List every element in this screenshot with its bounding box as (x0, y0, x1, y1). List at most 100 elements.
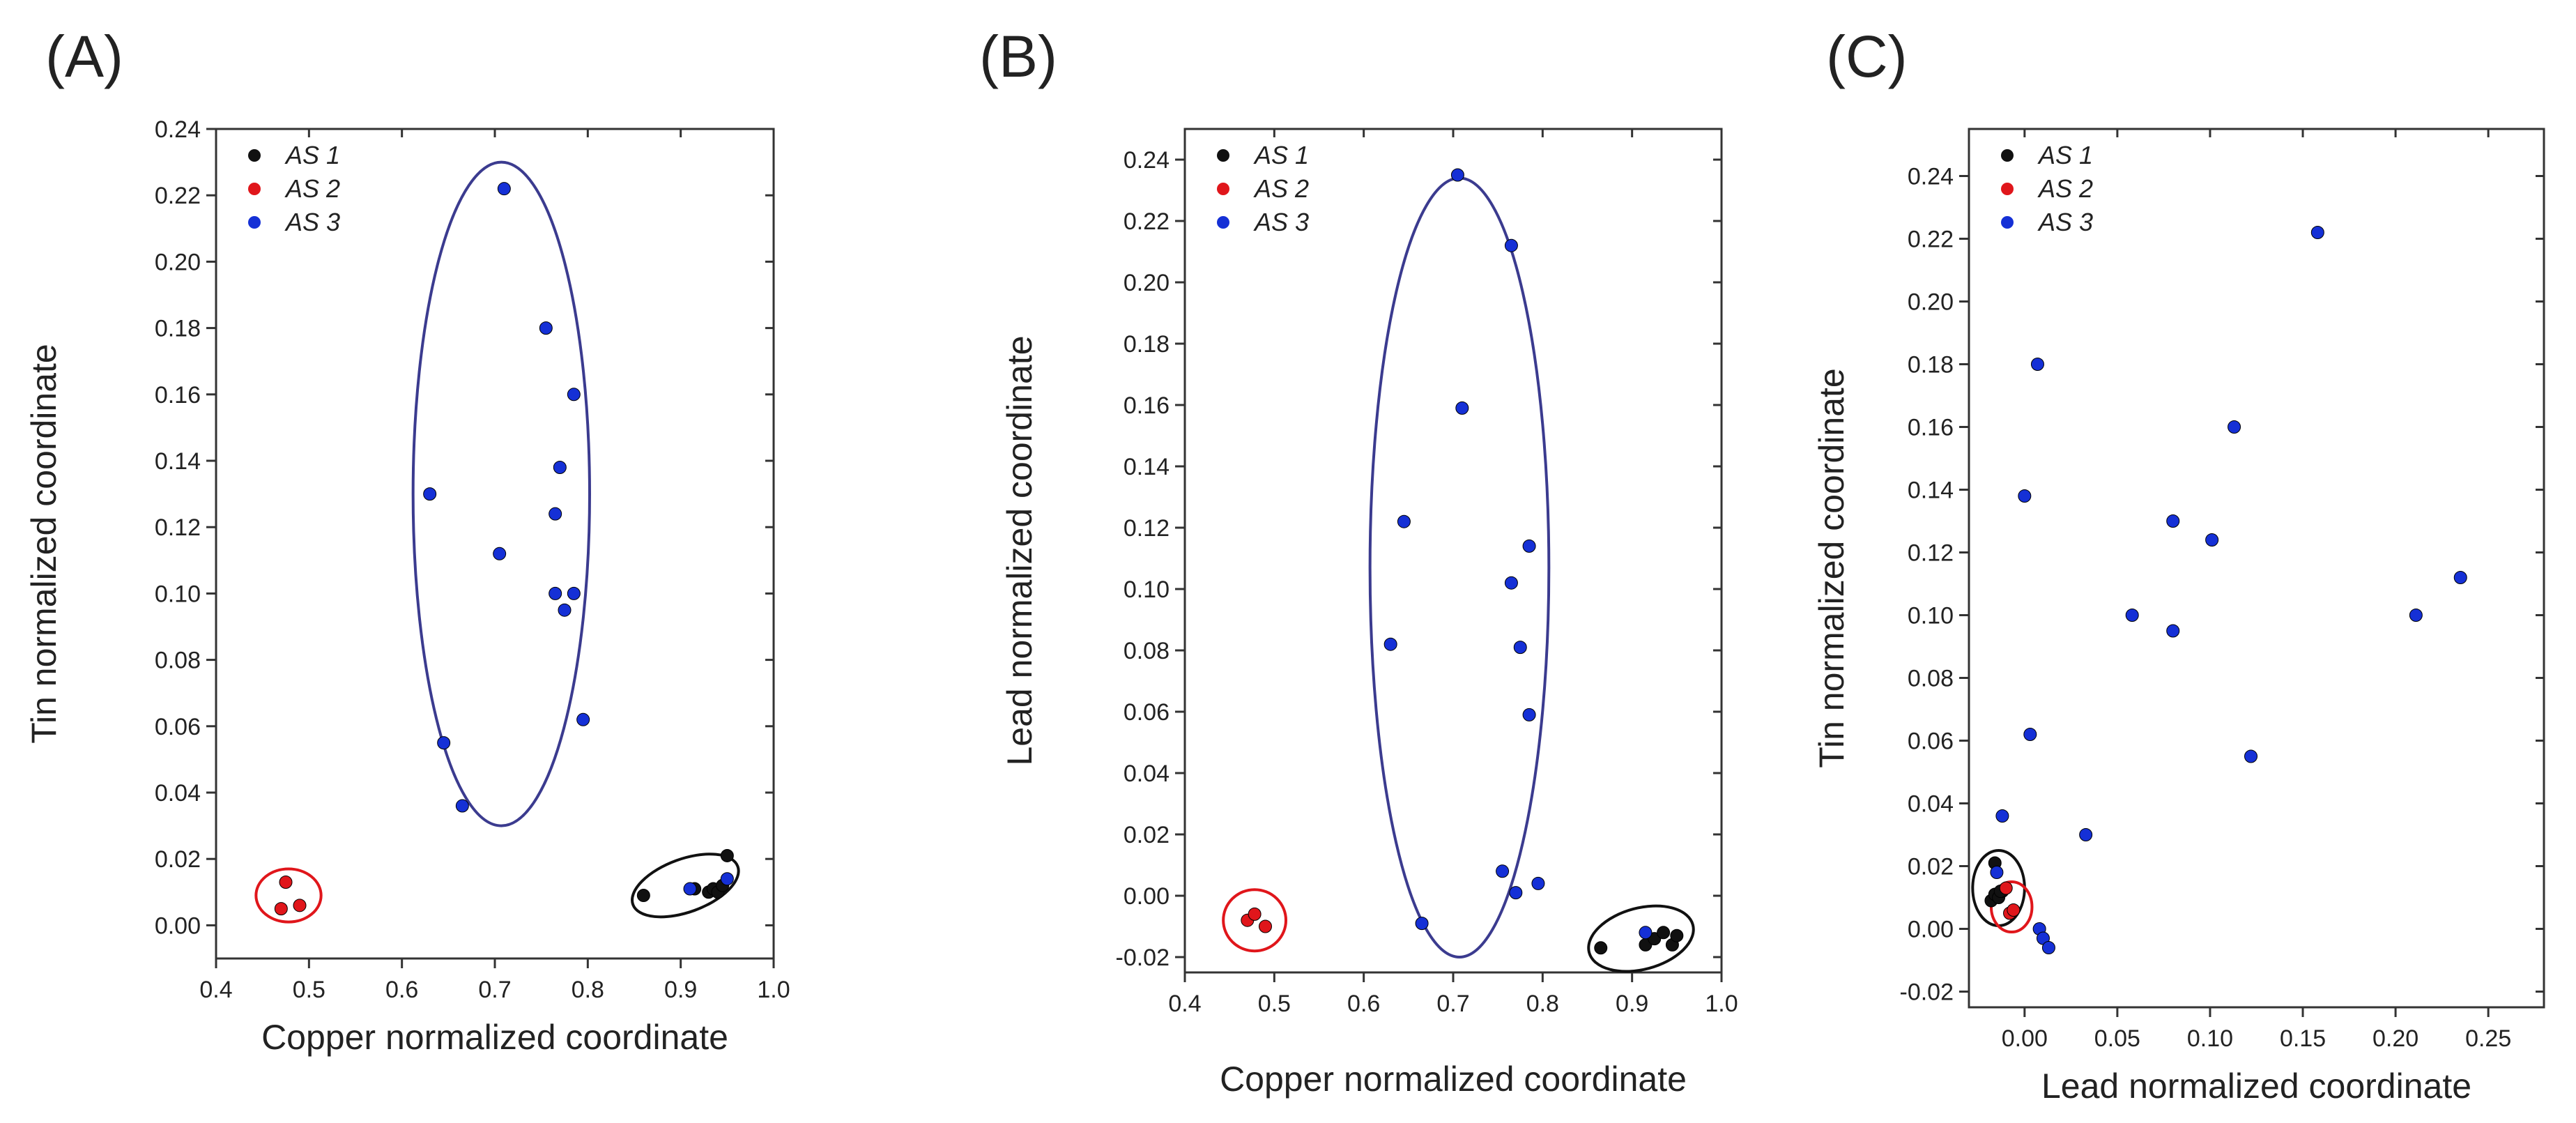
y-tick-label: 0.12 (155, 514, 201, 541)
y-axis-label: Tin normalized coordinate (24, 344, 63, 743)
data-point (549, 507, 562, 521)
x-tick-label: 0.6 (385, 977, 418, 1003)
series-as-1 (1594, 926, 1684, 955)
data-point (437, 736, 451, 750)
data-point (2409, 609, 2423, 622)
data-point (2007, 903, 2021, 917)
data-point (493, 547, 507, 560)
x-tick-label: 0.9 (664, 977, 697, 1003)
legend-marker (248, 183, 261, 195)
data-point (553, 461, 567, 475)
x-tick-label: 0.7 (478, 977, 511, 1003)
data-point (2228, 420, 2241, 434)
data-point (2453, 571, 2467, 584)
y-tick-label: 0.14 (155, 448, 201, 475)
y-tick-label: 0.06 (1908, 728, 1954, 755)
x-tick-label: 0.25 (2465, 1025, 2511, 1052)
legend: AS 1 AS 2 AS 3 (248, 141, 340, 236)
y-tick-label: 0.12 (1908, 540, 1954, 567)
data-point (567, 388, 581, 402)
legend-label: AS 3 (284, 208, 340, 236)
y-tick-label: 0.00 (155, 912, 201, 939)
y-tick-label: 0.16 (1124, 392, 1170, 419)
legend: AS 1 AS 2 AS 3 (2001, 141, 2093, 236)
data-point (1999, 881, 2013, 895)
series-as-3 (423, 182, 734, 896)
legend-marker (2001, 216, 2014, 229)
y-tick-label: 0.08 (1124, 638, 1170, 664)
legend-label: AS 2 (1253, 174, 1309, 203)
y-tick-label: 0.22 (1908, 227, 1954, 253)
cluster-ellipse (1368, 176, 1551, 958)
data-point (1496, 864, 1510, 878)
data-point (1670, 929, 1684, 942)
cluster-ellipse (1222, 888, 1288, 953)
y-tick-label: 0.00 (1908, 917, 1954, 943)
data-point (1513, 641, 1527, 655)
data-point (2310, 226, 2324, 239)
data-point (1531, 876, 1545, 890)
legend-label: AS 3 (1253, 208, 1309, 236)
plot-frame (1183, 128, 1723, 974)
y-tick-label: 0.04 (1908, 791, 1954, 818)
data-point (720, 872, 734, 886)
y-tick-label: 0.02 (155, 846, 201, 873)
y-tick-label: 0.14 (1124, 454, 1170, 480)
y-tick-label: 0.18 (1908, 352, 1954, 379)
y-tick-label: 0.20 (155, 249, 201, 275)
y-tick-label: 0.22 (1124, 208, 1170, 235)
y-tick-label: 0.08 (1908, 666, 1954, 692)
cluster-ellipse (1587, 904, 1695, 973)
x-axis-label: Lead normalized coordinate (2041, 1067, 2471, 1106)
y-tick-label: 0.24 (1908, 164, 1954, 190)
panel-3: (C) 0.00 0.05 0.10 0.15 0.20 0.25 -0.02 0.00 0.02… (1812, 24, 2545, 1106)
data-point (636, 889, 650, 903)
series-as-2 (1999, 881, 2021, 920)
y-tick-label: 0.04 (155, 780, 201, 807)
y-tick-label: 0.02 (1124, 822, 1170, 848)
x-tick-label: 0.05 (2094, 1025, 2140, 1052)
y-tick-label: 0.04 (1124, 761, 1170, 787)
x-axis-label: Copper normalized coordinate (261, 1018, 728, 1057)
legend-marker (2001, 149, 2014, 162)
x-tick-label: 0.9 (1616, 991, 1648, 1017)
y-axis-label: Lead normalized coordinate (1000, 335, 1039, 765)
data-point (293, 899, 307, 912)
y-tick-label: 0.18 (1124, 331, 1170, 358)
y-tick-label: 0.06 (155, 714, 201, 740)
plot-frame (1968, 128, 2545, 1009)
data-point (2018, 489, 2032, 503)
data-point (1522, 539, 1536, 553)
data-point (1657, 926, 1671, 940)
legend-marker (1217, 183, 1229, 195)
legend-marker (2001, 183, 2014, 195)
legend-label: AS 1 (1253, 141, 1309, 169)
x-tick-label: 0.6 (1347, 991, 1380, 1017)
legend: AS 1 AS 2 AS 3 (1217, 141, 1309, 236)
data-point (1397, 514, 1411, 528)
data-point (720, 848, 734, 862)
data-point (549, 586, 562, 600)
data-point (279, 876, 293, 889)
x-tick-label: 0.4 (1168, 991, 1201, 1017)
panel-2: (B) 0.4 0.5 0.6 0.7 0.8 0.9 1.0 -0.02 0.00 0.02 0.0… (979, 24, 1738, 1099)
x-tick-label: 0.8 (572, 977, 604, 1003)
data-point (1504, 576, 1518, 590)
data-point (567, 586, 581, 600)
data-point (1450, 168, 1464, 182)
series-as-2 (1241, 907, 1272, 933)
data-point (1259, 919, 1272, 933)
cluster-ellipse (411, 160, 591, 827)
data-point (1639, 926, 1653, 940)
data-point (1522, 708, 1536, 721)
series-as-2 (274, 876, 307, 916)
y-tick-label: 0.24 (155, 116, 201, 143)
data-point (1504, 238, 1518, 252)
data-point (539, 321, 553, 335)
x-tick-label: 1.0 (757, 977, 790, 1003)
data-point (423, 487, 437, 501)
legend-label: AS 1 (2037, 141, 2093, 169)
panel-label: (B) (979, 24, 1057, 89)
y-tick-label: 0.06 (1124, 699, 1170, 726)
